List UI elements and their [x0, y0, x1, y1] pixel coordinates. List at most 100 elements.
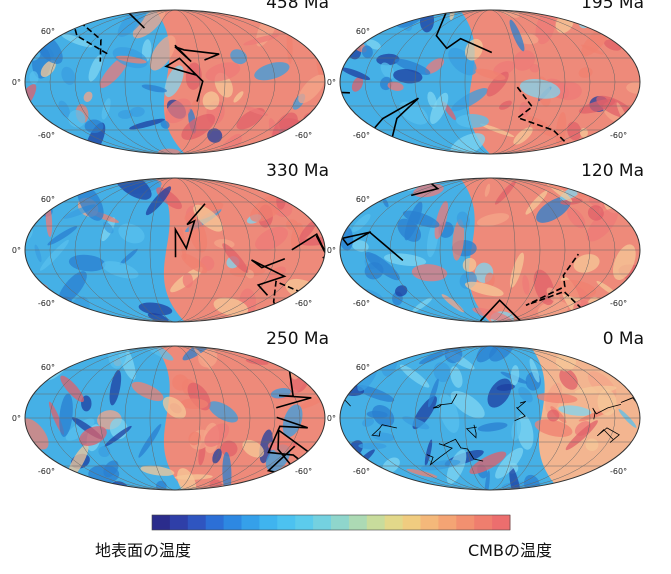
- temperature-blob: [450, 366, 463, 388]
- map: [340, 346, 640, 490]
- temperature-blob: [351, 76, 364, 92]
- temperature-blob: [597, 389, 617, 416]
- temperature-blob: [208, 401, 239, 423]
- plate-boundary: [164, 57, 204, 102]
- latitude-label: 0°: [327, 414, 336, 423]
- temperature-blob: [162, 396, 187, 419]
- latitude-label: -60°: [353, 299, 370, 308]
- temperature-blob: [372, 432, 395, 442]
- plate-boundary: [340, 223, 404, 262]
- latitude-label: 0°: [12, 78, 21, 87]
- colorbar-swatch: [420, 515, 439, 530]
- temperature-blob: [419, 349, 450, 365]
- temperature-blob: [433, 362, 451, 383]
- temperature-blob: [28, 10, 55, 27]
- temperature-blob: [509, 19, 525, 52]
- temperature-blob: [212, 448, 222, 464]
- colorbar-swatch: [384, 515, 404, 530]
- temperature-blob: [34, 244, 42, 263]
- temperature-blob: [39, 239, 69, 271]
- latitude-label: 60°: [41, 27, 55, 36]
- temperature-blob: [358, 442, 387, 450]
- temperature-blob: [352, 213, 371, 233]
- temperature-blob: [493, 60, 515, 76]
- temperature-blob: [425, 58, 445, 74]
- colorbar-swatch: [169, 515, 189, 530]
- latitude-label: -60°: [353, 131, 370, 140]
- temperature-blob: [204, 423, 230, 447]
- temperature-blob: [59, 393, 73, 437]
- temperature-blob: [579, 127, 588, 138]
- coastline: [426, 443, 453, 466]
- latitude-label: -60°: [610, 299, 627, 308]
- map: [340, 10, 640, 154]
- temperature-blob: [567, 207, 586, 229]
- temperature-blob: [476, 346, 501, 363]
- temperature-blob: [464, 281, 504, 297]
- temperature-blob: [387, 81, 404, 91]
- temperature-blob: [616, 15, 636, 26]
- colorbar-swatch: [456, 515, 475, 530]
- temperature-blob: [57, 271, 87, 305]
- plate-boundary: [174, 203, 206, 258]
- temperature-blob: [230, 49, 248, 65]
- temperature-blob: [233, 91, 244, 103]
- temperature-blob: [546, 287, 560, 303]
- temperature-blob: [484, 183, 491, 197]
- temperature-blob: [202, 91, 220, 110]
- temperature-blob: [382, 198, 389, 208]
- map-border: [339, 177, 641, 323]
- temperature-blob: [395, 285, 408, 297]
- temperature-blob: [469, 451, 507, 475]
- latitude-label: 60°: [356, 195, 370, 204]
- temperature-blob: [558, 405, 592, 416]
- temperature-blob: [160, 120, 170, 129]
- temperature-blob: [297, 482, 309, 490]
- colorbar-swatch: [492, 515, 511, 530]
- latitude-label: -60°: [295, 467, 312, 476]
- latitude-label: -60°: [610, 467, 627, 476]
- temperature-blob: [612, 244, 636, 281]
- coastline: [514, 400, 527, 422]
- temperature-blob: [294, 193, 303, 202]
- map-panel: 458 Ma 60° 0° -60° -60°: [12, 0, 329, 155]
- temperature-blob: [165, 98, 192, 124]
- plate-boundary: [25, 346, 39, 364]
- temperature-blob: [434, 200, 449, 240]
- temperature-blob: [77, 184, 104, 221]
- temperature-blob: [47, 10, 63, 24]
- map-border: [24, 9, 326, 155]
- temperature-blob: [587, 205, 604, 221]
- temperature-blob: [402, 416, 430, 430]
- temperature-blob: [243, 34, 279, 46]
- colorbar-swatch: [366, 515, 386, 530]
- temperature-blob: [372, 404, 395, 427]
- colorbar-swatch: [313, 515, 332, 530]
- temperature-blob: [282, 404, 303, 438]
- temperature-blob: [626, 81, 640, 95]
- map-panel: 195 Ma 60° 0° -60° -60°: [327, 0, 644, 155]
- plate-boundary: [174, 44, 220, 63]
- latitude-label: -60°: [38, 131, 55, 140]
- colorbar-swatch: [152, 515, 171, 530]
- temperature-blob: [536, 392, 578, 404]
- temperature-blob: [181, 113, 216, 140]
- temperature-blob: [149, 35, 176, 71]
- temperature-blob: [61, 66, 76, 85]
- temperature-blob: [242, 439, 265, 458]
- colorbar: 地表面の温度 CMBの温度: [95, 514, 552, 560]
- latitude-label: 0°: [327, 246, 336, 255]
- temperature-blob: [341, 67, 371, 81]
- temperature-blob: [516, 414, 534, 450]
- temperature-blob: [180, 398, 209, 410]
- colorbar-swatch: [205, 515, 225, 530]
- temperature-blob: [428, 378, 439, 408]
- age-label: 0 Ma: [603, 329, 644, 349]
- temperature-blob: [464, 38, 483, 61]
- temperature-blob: [476, 213, 510, 227]
- map: [340, 178, 640, 322]
- temperature-blob: [216, 133, 242, 154]
- colorbar-frame: [151, 514, 511, 531]
- map: [25, 346, 325, 490]
- colorbar-swatch: [402, 515, 421, 530]
